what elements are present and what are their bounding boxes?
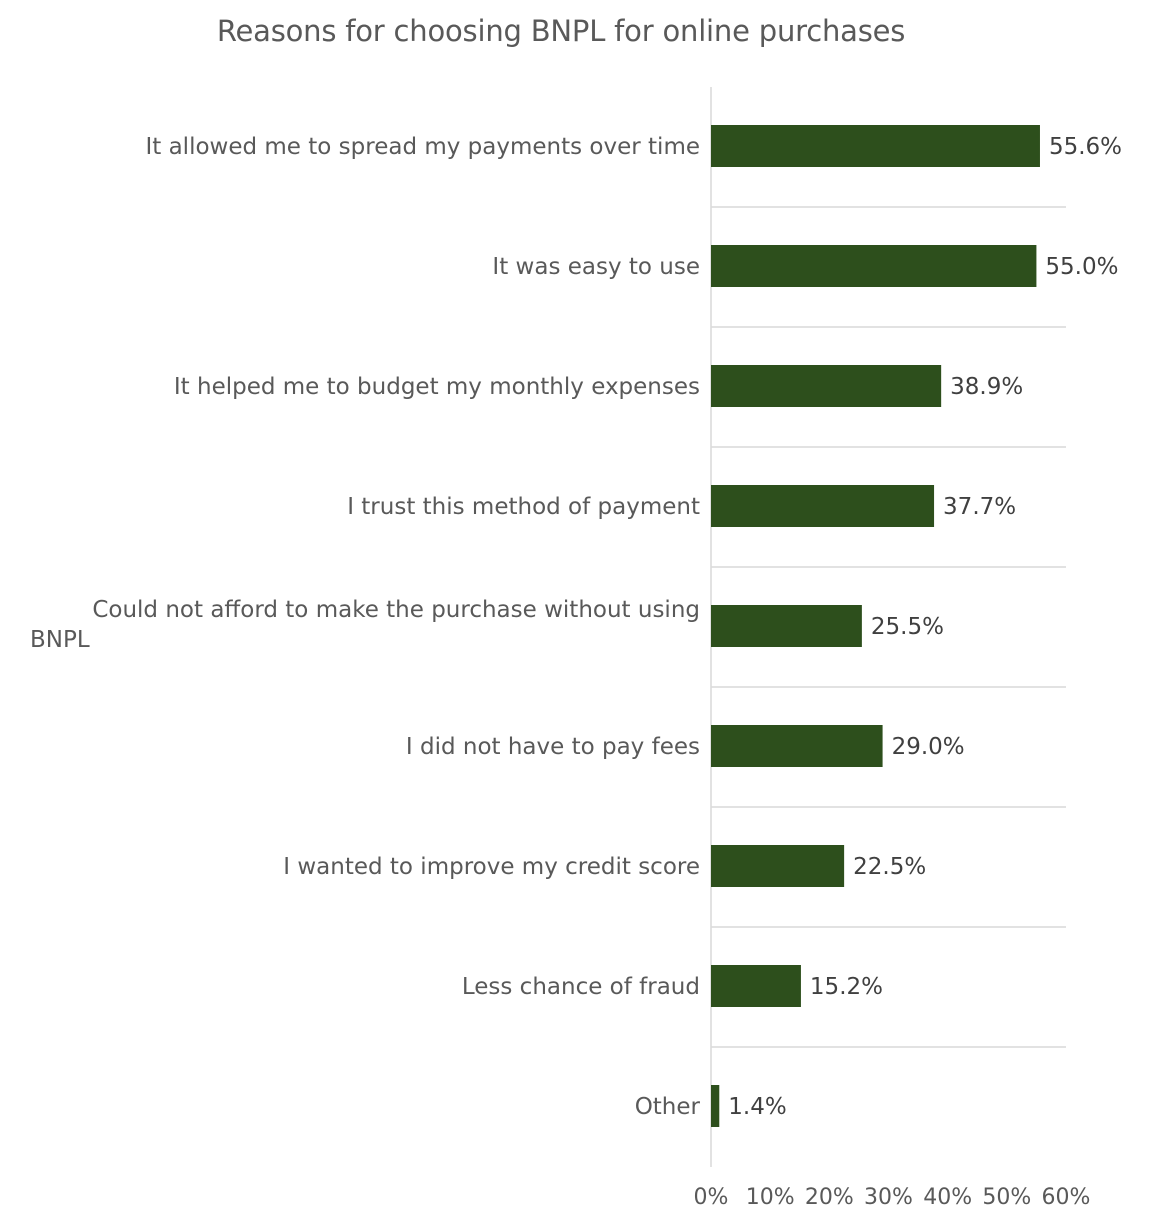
x-tick-label: 50% — [982, 1185, 1031, 1210]
category-label: It allowed me to spread my payments over… — [145, 134, 700, 160]
x-tick-label: 30% — [864, 1185, 913, 1210]
category-label: I wanted to improve my credit score — [283, 854, 700, 880]
bar — [711, 485, 935, 527]
bar — [711, 965, 801, 1007]
category-label: I trust this method of payment — [347, 494, 700, 520]
value-label: 55.0% — [1045, 254, 1118, 280]
category-label: Other — [635, 1094, 701, 1120]
x-tick-label: 10% — [746, 1185, 795, 1210]
category-label: It was easy to use — [492, 254, 700, 280]
value-label: 22.5% — [853, 854, 926, 880]
bar — [711, 845, 845, 887]
bar — [711, 125, 1040, 167]
x-tick-layer: 0% 10% 20% 30% 40% 50% 60% — [694, 1185, 1091, 1210]
x-tick-label: 60% — [1042, 1185, 1091, 1210]
value-label: 55.6% — [1049, 134, 1122, 160]
bar — [711, 725, 883, 767]
category-label: Could not afford to make the purchase wi… — [30, 597, 700, 653]
x-tick-label: 40% — [923, 1185, 972, 1210]
value-label: 38.9% — [950, 374, 1023, 400]
value-label: 25.5% — [871, 614, 944, 640]
bar — [711, 605, 862, 647]
category-label: I did not have to pay fees — [406, 734, 700, 760]
bar — [711, 1085, 720, 1127]
value-label: 29.0% — [892, 734, 965, 760]
value-label: 37.7% — [943, 494, 1016, 520]
x-tick-label: 20% — [805, 1185, 854, 1210]
category-label: Less chance of fraud — [462, 974, 700, 1000]
bar-layer — [711, 125, 1040, 1127]
x-tick-label: 0% — [694, 1185, 729, 1210]
chart-title: Reasons for choosing BNPL for online pur… — [216, 14, 906, 48]
category-label-layer: It allowed me to spread my payments over… — [30, 134, 701, 1120]
value-label: 1.4% — [728, 1094, 786, 1120]
bar — [711, 365, 942, 407]
value-label-layer: 55.6% 55.0% 38.9% 37.7% 25.5% 29.0% 22.5% 15.2%… — [728, 134, 1122, 1120]
value-label: 15.2% — [810, 974, 883, 1000]
category-label: It helped me to budget my monthly expens… — [174, 374, 700, 400]
bar — [711, 245, 1037, 287]
